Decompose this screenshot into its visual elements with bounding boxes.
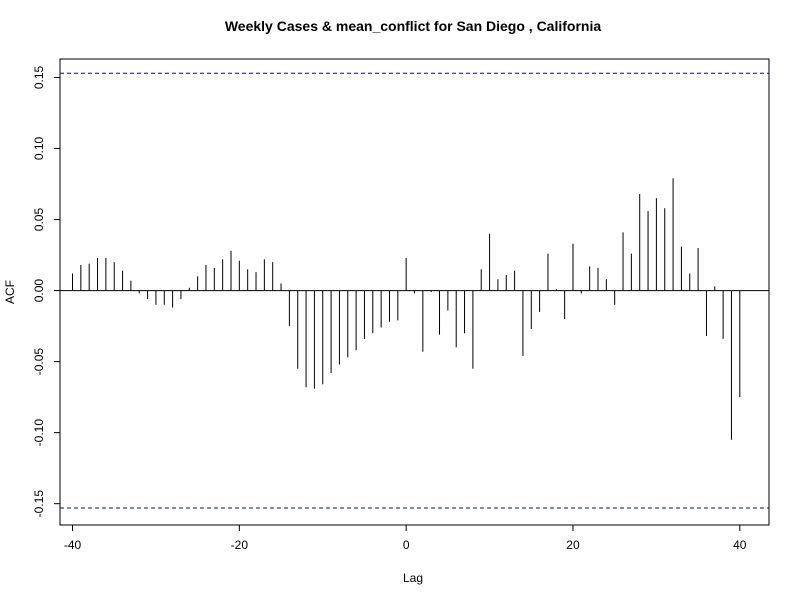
y-tick-label: -0.05 [32, 348, 46, 376]
x-tick-label: -20 [231, 538, 249, 552]
y-tick-label: -0.10 [32, 419, 46, 447]
y-tick-label: 0.00 [32, 279, 46, 303]
y-tick-label: 0.05 [32, 208, 46, 232]
x-tick-label: 40 [733, 538, 747, 552]
x-axis: -40 -20 0 20 40 [64, 525, 747, 552]
acf-bars [72, 178, 741, 440]
x-tick-label: 0 [403, 538, 410, 552]
confidence-bounds [60, 72, 769, 509]
y-tick-label: 0.15 [32, 65, 46, 89]
y-axis: -0.15 -0.10 -0.05 0.00 0.05 0.10 0.15 [32, 65, 60, 517]
y-tick-label: 0.10 [32, 137, 46, 161]
y-axis-label: ACF [3, 280, 17, 304]
plot-frame [59, 58, 770, 526]
x-tick-label: 20 [566, 538, 580, 552]
chart-title: Weekly Cases & mean_conflict for San Die… [225, 18, 602, 34]
x-tick-label: -40 [64, 538, 82, 552]
x-axis-label: Lag [403, 571, 423, 585]
y-tick-label: -0.15 [32, 490, 46, 518]
